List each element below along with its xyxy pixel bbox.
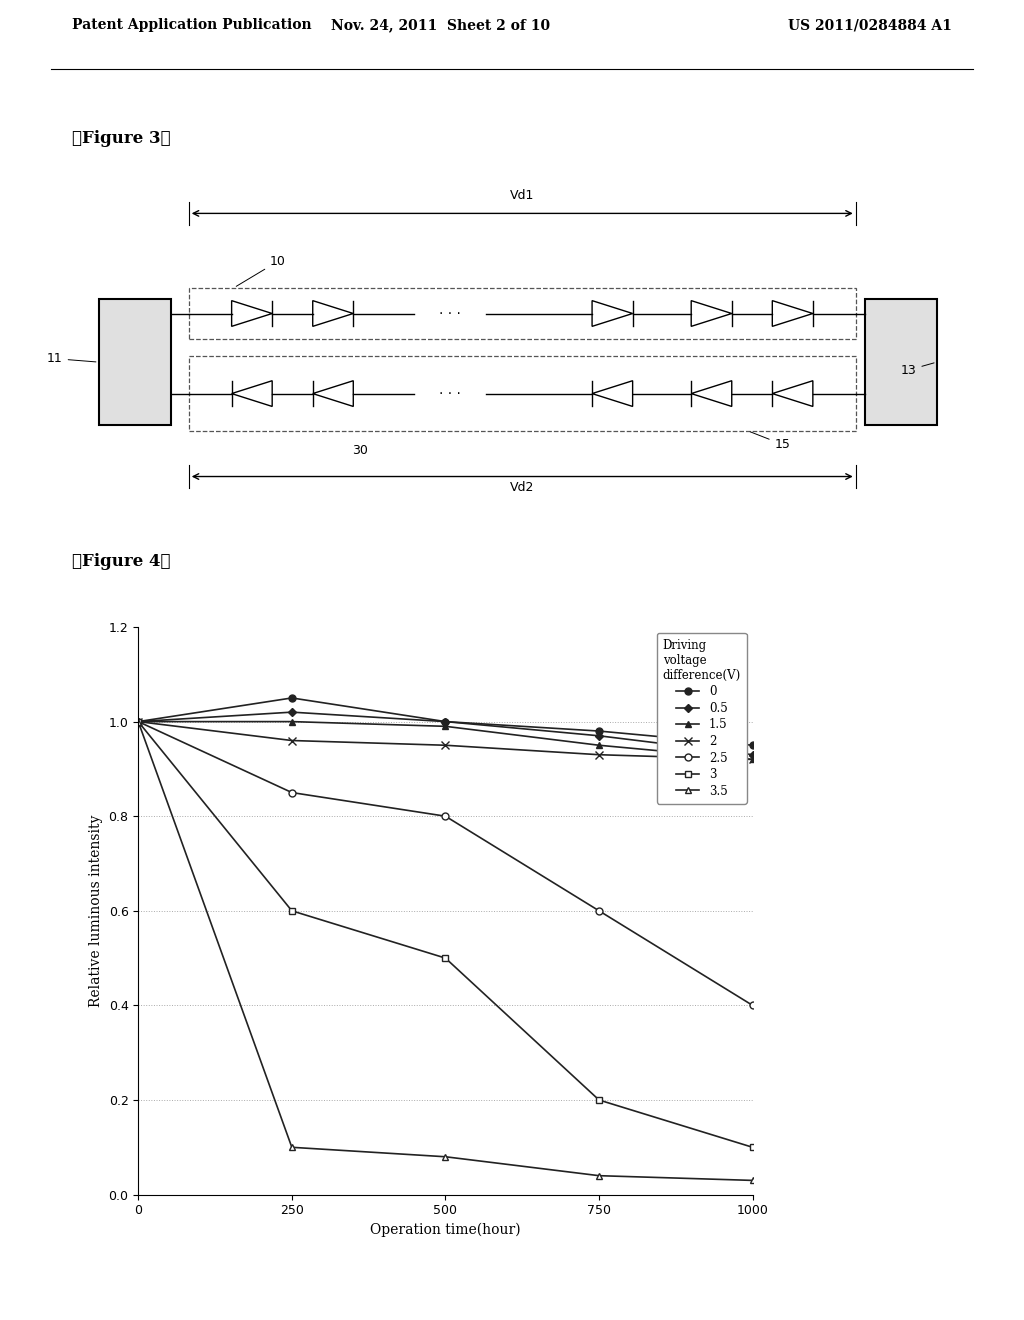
0 [132,714,144,730]
3.5 [286,1139,298,1155]
2 [439,738,452,754]
2.5 [593,903,605,919]
Line: 3.5: 3.5 [135,718,756,1184]
Text: · · ·: · · · [439,387,461,400]
3 [132,714,144,730]
Text: Vd2: Vd2 [510,480,535,494]
3.5 [439,1148,452,1164]
0.5 [593,727,605,743]
Line: 0: 0 [135,694,756,748]
1.5 [286,714,298,730]
2.5 [132,714,144,730]
Text: 10: 10 [237,255,286,286]
Line: 2: 2 [134,718,757,763]
Line: 1.5: 1.5 [135,718,756,763]
3 [593,1092,605,1107]
Text: US 2011/0284884 A1: US 2011/0284884 A1 [788,18,952,33]
Bar [188,288,856,339]
1.5 [746,751,759,767]
2.5 [286,784,298,800]
2 [593,747,605,763]
Text: Patent Application Publication: Patent Application Publication [72,18,311,33]
3 [746,1139,759,1155]
2 [746,751,759,767]
Text: Nov. 24, 2011  Sheet 2 of 10: Nov. 24, 2011 Sheet 2 of 10 [331,18,550,33]
1.5 [593,738,605,754]
0 [593,723,605,739]
Text: Vd1: Vd1 [510,189,535,202]
Line: 3: 3 [135,718,756,1151]
Text: 『Figure 3』: 『Figure 3』 [72,131,170,147]
Text: 11: 11 [47,352,96,366]
2.5 [746,998,759,1014]
Bar [188,356,856,430]
0.5 [132,714,144,730]
2.5 [439,808,452,824]
X-axis label: Operation time(hour): Operation time(hour) [370,1222,521,1237]
Text: 13: 13 [901,363,934,376]
2 [286,733,298,748]
0.5 [746,747,759,763]
Y-axis label: Relative luminous intensity: Relative luminous intensity [89,814,103,1007]
Bar [98,300,171,425]
Line: 2.5: 2.5 [135,718,756,1008]
Line: 0.5: 0.5 [135,709,756,758]
Text: 30: 30 [352,445,368,457]
Text: 15: 15 [751,432,791,451]
0 [439,714,452,730]
0 [746,738,759,754]
3.5 [746,1172,759,1188]
3.5 [132,714,144,730]
3 [439,950,452,966]
0 [286,690,298,706]
2 [132,714,144,730]
Text: · · ·: · · · [439,306,461,321]
1.5 [132,714,144,730]
1.5 [439,718,452,734]
3.5 [593,1168,605,1184]
Legend: 0, 0.5, 1.5, 2, 2.5, 3, 3.5: 0, 0.5, 1.5, 2, 2.5, 3, 3.5 [656,632,746,804]
0.5 [439,714,452,730]
3 [286,903,298,919]
Bar [864,300,937,425]
0.5 [286,704,298,719]
Text: 『Figure 4』: 『Figure 4』 [72,553,170,569]
